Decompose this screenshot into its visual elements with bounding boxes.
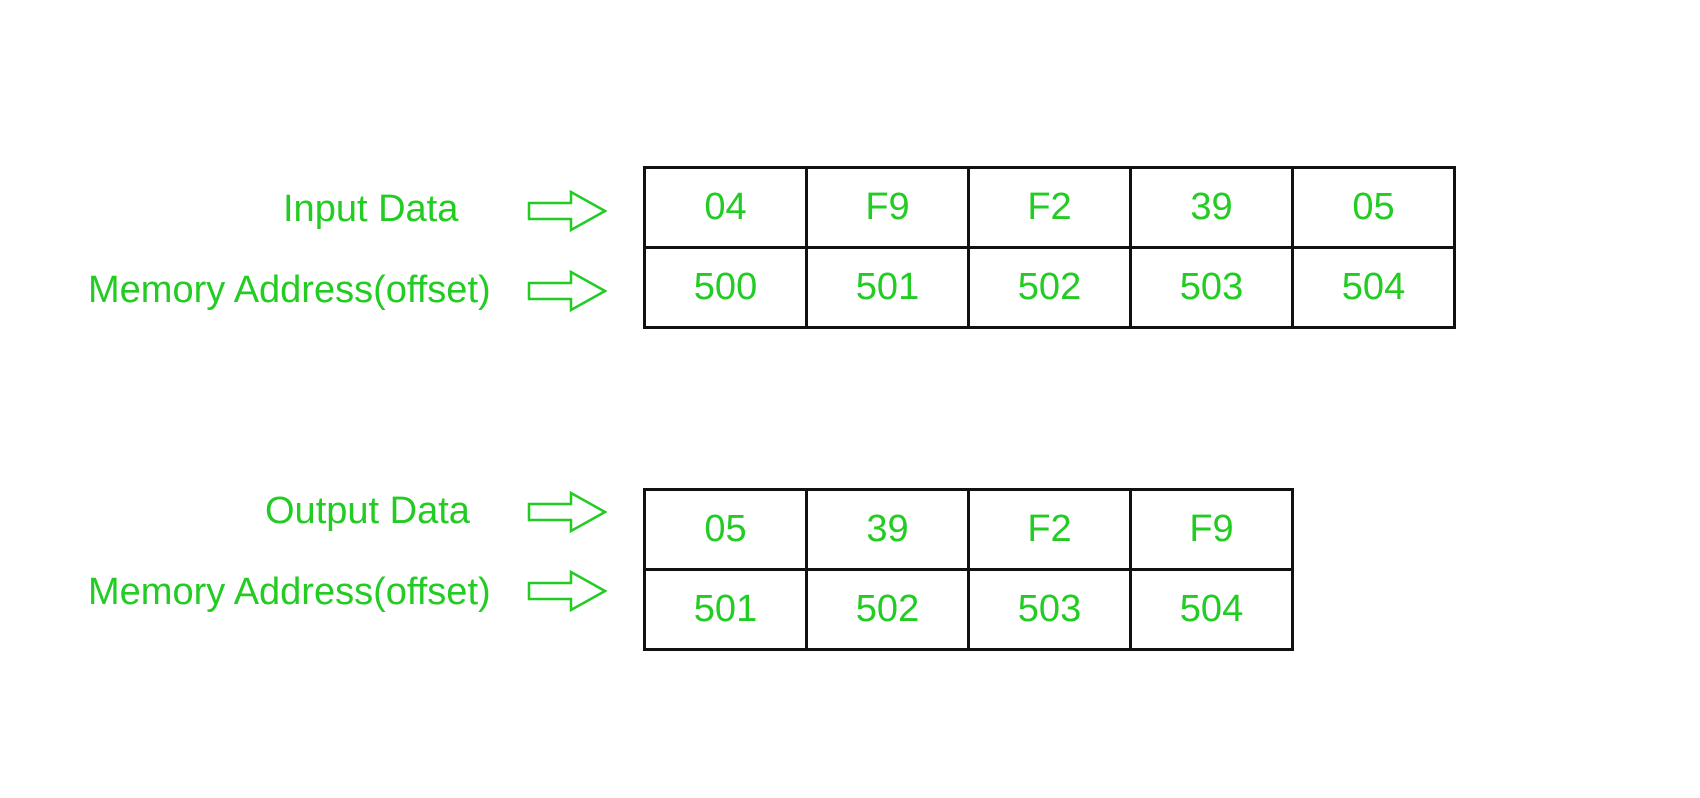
output-address-label: Memory Address(offset) xyxy=(88,571,491,613)
output-data-cell: 05 xyxy=(643,488,808,571)
output-data-cell: 39 xyxy=(805,488,970,571)
right-arrow-icon xyxy=(527,190,607,232)
output-memory-table: 05 39 F2 F9 501 502 503 504 xyxy=(643,488,1294,651)
output-address-cell: 502 xyxy=(805,568,970,651)
input-memory-table: 04 F9 F2 39 05 500 501 502 503 504 xyxy=(643,166,1456,329)
output-address-cell: 504 xyxy=(1129,568,1294,651)
input-address-row: 500 501 502 503 504 xyxy=(643,246,1456,329)
input-address-cell: 504 xyxy=(1291,246,1456,329)
output-data-label: Output Data xyxy=(265,490,470,532)
input-data-cell: 04 xyxy=(643,166,808,249)
input-data-row: 04 F9 F2 39 05 xyxy=(643,166,1456,249)
right-arrow-icon xyxy=(527,570,607,612)
output-data-cell: F9 xyxy=(1129,488,1294,571)
input-data-cell: F2 xyxy=(967,166,1132,249)
right-arrow-icon xyxy=(527,270,607,312)
input-data-label: Input Data xyxy=(283,188,459,230)
input-address-cell: 502 xyxy=(967,246,1132,329)
input-address-cell: 501 xyxy=(805,246,970,329)
output-address-cell: 503 xyxy=(967,568,1132,651)
output-data-cell: F2 xyxy=(967,488,1132,571)
output-address-cell: 501 xyxy=(643,568,808,651)
input-data-cell: 05 xyxy=(1291,166,1456,249)
input-address-cell: 503 xyxy=(1129,246,1294,329)
input-data-cell: F9 xyxy=(805,166,970,249)
output-address-row: 501 502 503 504 xyxy=(643,568,1294,651)
input-address-cell: 500 xyxy=(643,246,808,329)
output-data-row: 05 39 F2 F9 xyxy=(643,488,1294,571)
input-address-label: Memory Address(offset) xyxy=(88,269,491,311)
input-data-cell: 39 xyxy=(1129,166,1294,249)
right-arrow-icon xyxy=(527,491,607,533)
